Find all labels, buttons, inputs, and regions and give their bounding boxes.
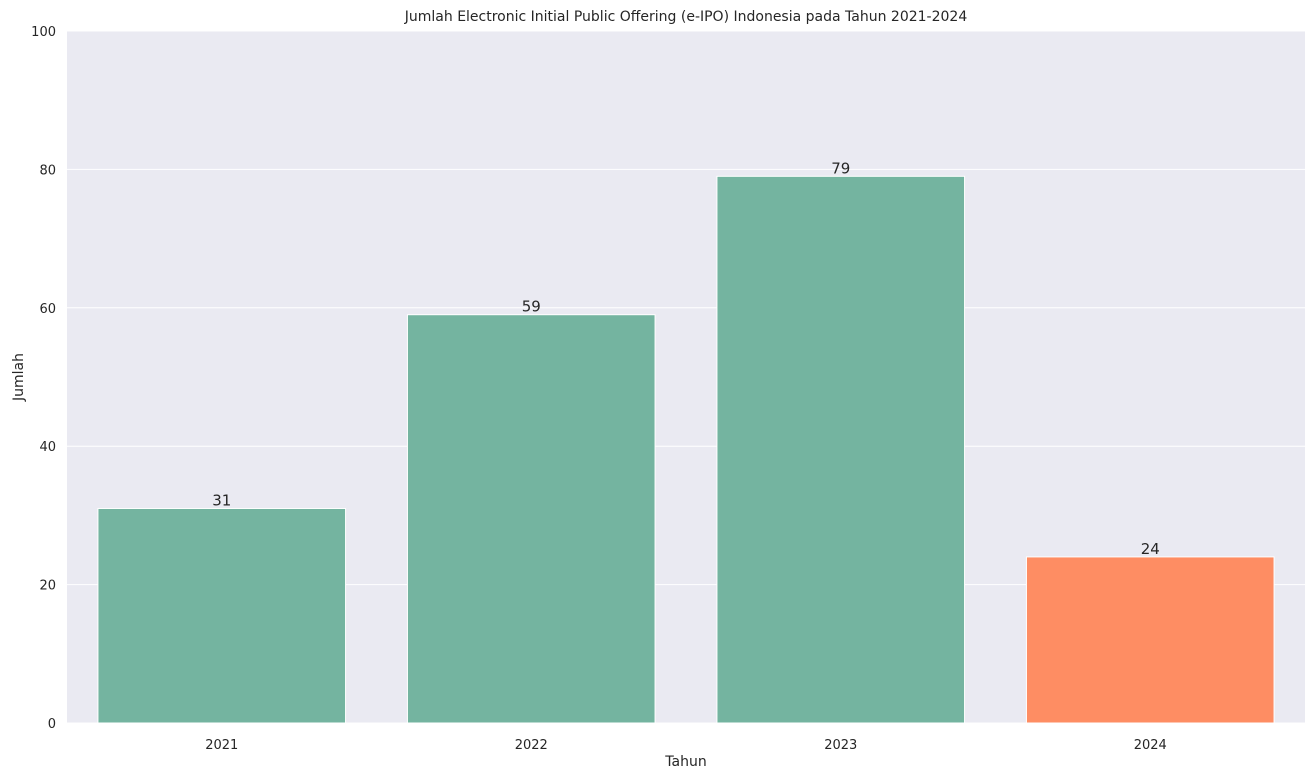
bar-2021 [97,507,347,724]
y-tick-label: 80 [39,163,56,178]
x-tick-label-2024: 2024 [1134,738,1167,753]
chart-title: Jumlah Electronic Initial Public Offerin… [404,9,968,25]
data-label-2024: 24 [1141,540,1160,558]
data-label-2022: 59 [522,298,541,316]
y-tick-label: 0 [48,717,56,732]
data-label-2021: 31 [212,491,231,509]
y-tick-label: 40 [39,440,56,455]
y-tick-label: 20 [39,579,56,594]
x-tick-label-2022: 2022 [515,738,548,753]
bars [97,175,1275,724]
x-axis-label: Tahun [664,754,706,770]
y-axis-ticks: 0 20 40 60 80 100 [31,25,56,732]
y-tick-label: 60 [39,302,56,317]
x-tick-label-2021: 2021 [205,738,238,753]
data-label-2023: 79 [831,159,850,177]
data-labels: 31 59 79 24 [212,159,1160,558]
y-axis-label: Jumlah [11,353,27,402]
x-axis-ticks: 2021 2022 2023 2024 [205,738,1167,753]
bar-2023 [716,175,966,724]
bar-2022 [406,314,656,724]
bar-2024 [1025,556,1275,724]
x-tick-label-2023: 2023 [824,738,857,753]
y-tick-label: 100 [31,25,56,40]
